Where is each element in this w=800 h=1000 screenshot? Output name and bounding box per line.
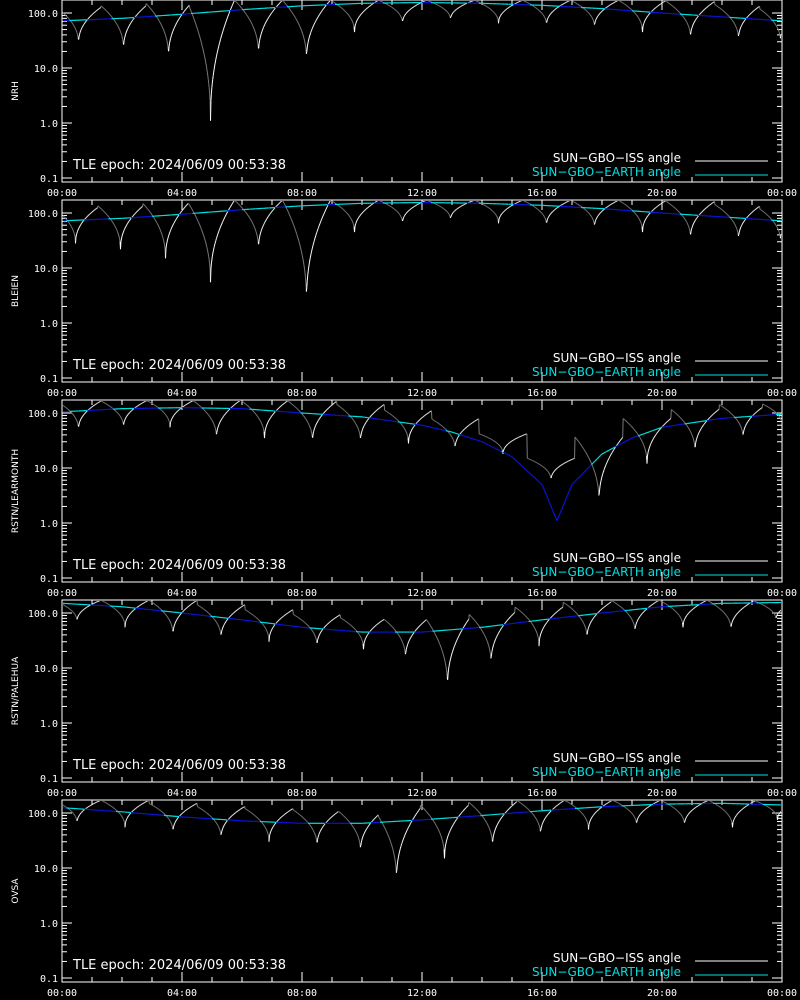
legend-label: SUN−GBO−EARTH angle (532, 165, 681, 179)
x-tick-label: 12:00 (407, 188, 437, 199)
y-axis-label: NRH (11, 81, 21, 101)
x-tick-label: 00:00 (767, 188, 797, 199)
y-tick-label: 10.0 (34, 64, 58, 75)
y-tick-label: 100.0 (28, 9, 58, 20)
x-tick-label: 04:00 (167, 188, 197, 199)
chart-panel-3: 0.1 1.0 10.0 100.0 00:00 04:00 08:00 12:00 16:00… (11, 399, 797, 599)
legend-label: SUN−GBO−ISS angle (553, 151, 681, 165)
x-tick-label: 20:00 (647, 188, 677, 199)
x-tick-label: 20:00 (647, 388, 677, 399)
y-tick-label: 0.1 (40, 374, 58, 385)
plot-area (63, 1, 781, 121)
chart-panel-1: 0.1 1.0 10.0 100.0 00:00 04:00 08:00 12:00 16:00… (11, 0, 797, 199)
x-tick-label: 00:00 (47, 588, 77, 599)
x-tick-label: 12:00 (407, 388, 437, 399)
y-tick-label: 10.0 (34, 264, 58, 275)
x-tick-label: 12:00 (407, 588, 437, 599)
plot-area (63, 401, 781, 521)
y-axis-label: RSTN/LEARMONTH (11, 449, 21, 533)
tle-epoch-text: TLE epoch: 2024/06/09 00:53:38 (72, 358, 286, 373)
legend-label: SUN−GBO−EARTH angle (532, 365, 681, 379)
y-tick-label: 1.0 (40, 119, 58, 130)
x-tick-label: 08:00 (287, 588, 317, 599)
y-tick-label: 1.0 (40, 519, 58, 530)
chart-panel-2: 0.1 1.0 10.0 100.0 00:00 04:00 08:00 12:00 16:00… (11, 199, 797, 399)
y-axis-label: BLEIEN (11, 275, 21, 307)
x-tick-label: 20:00 (647, 588, 677, 599)
y-tick-label: 1.0 (40, 319, 58, 330)
y-tick-label: 100.0 (28, 209, 58, 220)
y-tick-label: 0.1 (40, 174, 58, 185)
plot-area (63, 201, 781, 292)
x-tick-label: 08:00 (287, 188, 317, 199)
x-tick-label: 00:00 (767, 388, 797, 399)
x-tick-label: 16:00 (527, 588, 557, 599)
y-tick-label: 0.1 (40, 574, 58, 585)
tle-epoch-text: TLE epoch: 2024/06/09 00:53:38 (72, 158, 286, 173)
legend-label: SUN−GBO−ISS angle (553, 351, 681, 365)
x-tick-label: 04:00 (167, 388, 197, 399)
y-tick-label: 100.0 (28, 409, 58, 420)
x-tick-label: 04:00 (167, 588, 197, 599)
y-tick-label: 10.0 (34, 464, 58, 475)
x-tick-label: 00:00 (47, 388, 77, 399)
x-tick-label: 08:00 (287, 388, 317, 399)
x-tick-label: 16:00 (527, 188, 557, 199)
x-tick-label: 16:00 (527, 388, 557, 399)
x-tick-label: 00:00 (47, 188, 77, 199)
x-tick-label: 00:00 (767, 588, 797, 599)
